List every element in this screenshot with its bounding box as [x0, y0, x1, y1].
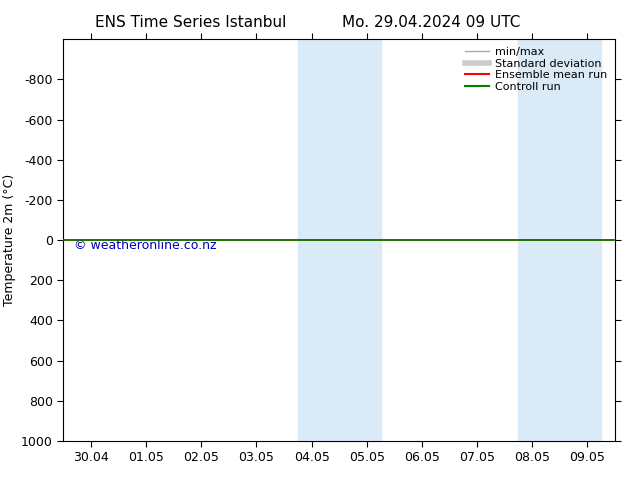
Y-axis label: Temperature 2m (°C): Temperature 2m (°C): [3, 174, 16, 306]
Bar: [298, 39, 380, 441]
Text: Mo. 29.04.2024 09 UTC: Mo. 29.04.2024 09 UTC: [342, 15, 521, 30]
Text: ENS Time Series Istanbul: ENS Time Series Istanbul: [94, 15, 286, 30]
Bar: [519, 39, 601, 441]
Text: © weatheronline.co.nz: © weatheronline.co.nz: [74, 239, 217, 252]
Legend: min/max, Standard deviation, Ensemble mean run, Controll run: min/max, Standard deviation, Ensemble me…: [463, 45, 609, 94]
